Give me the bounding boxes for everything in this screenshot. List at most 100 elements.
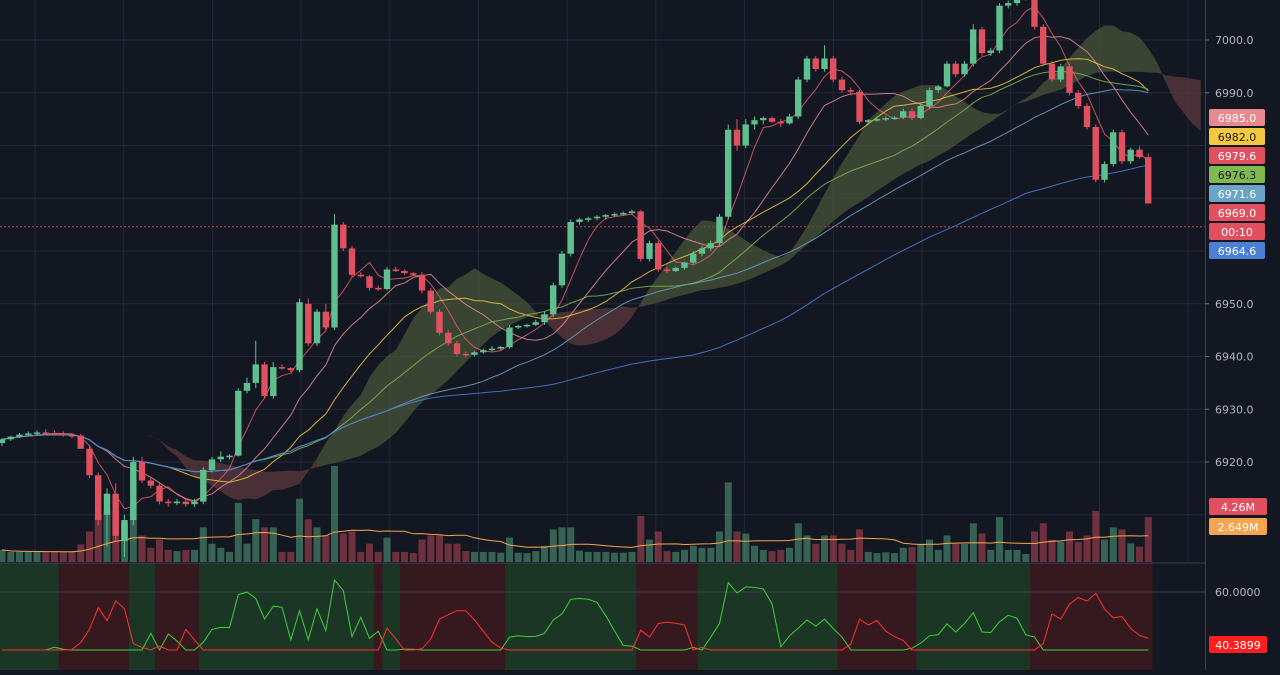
volume-bar (304, 519, 312, 562)
candle-bull (497, 347, 504, 349)
volume-bar (296, 498, 303, 562)
price-badge-box (1209, 223, 1265, 240)
candle-bear (357, 274, 364, 277)
candle-bull (602, 215, 609, 217)
price-badge: 6985.0 (1209, 109, 1265, 126)
candle-bear (51, 433, 58, 435)
volume-bar (339, 533, 347, 562)
axis-tick-label: 7000.0 (1215, 34, 1254, 47)
candle-bull (1110, 132, 1117, 164)
volume-bar (392, 551, 400, 562)
volume-label-text: 4.26M (1221, 501, 1255, 514)
volume-bar (51, 551, 58, 562)
volume-bar (462, 551, 470, 562)
candle-bull (786, 116, 793, 124)
oscillator-zone-bear (837, 563, 917, 670)
volume-bar (1092, 511, 1100, 562)
volume-bar (777, 549, 785, 562)
price-badge-label: 6964.6 (1218, 245, 1257, 258)
candle-bull (208, 459, 216, 470)
volume-bar (1127, 543, 1135, 562)
candle-bull (681, 262, 688, 268)
price-badge: 6969.0 (1209, 204, 1265, 221)
volume-bar (94, 515, 102, 562)
candle-bull (882, 118, 889, 120)
volume-bar (908, 547, 916, 562)
candle-bull (821, 58, 828, 69)
volume-bar (401, 551, 408, 562)
candle-bear (322, 311, 329, 328)
cloud-bear (159, 439, 317, 501)
volume-bar (558, 527, 566, 562)
candle-bull (217, 456, 224, 460)
candle-bear (278, 367, 286, 369)
candle-bull (558, 253, 566, 286)
volume-bar (829, 535, 837, 562)
volume-bar (873, 553, 881, 562)
price-badge-box (1209, 147, 1265, 164)
candle-bull (515, 325, 522, 328)
volume-label: 2.649M (1209, 518, 1267, 535)
candle-bull (970, 29, 977, 64)
candle-bear (1145, 157, 1152, 204)
candle-bull (611, 214, 618, 216)
axis-tick-label: 6940.0 (1215, 351, 1254, 364)
volume-bar (208, 543, 216, 562)
volume-bar (488, 551, 496, 562)
oscillator-line-positive (2, 578, 1149, 652)
price-badge-label: 6969.0 (1218, 207, 1257, 220)
volume-bar (322, 535, 330, 562)
ma-80 (1, 164, 1149, 473)
candle-bull (698, 248, 706, 254)
candle-bull (313, 311, 321, 344)
candle-bear (305, 303, 312, 344)
volume-bar (514, 552, 522, 562)
candle-bull (620, 213, 627, 215)
volume-bar (576, 550, 583, 562)
price-axis[interactable]: 7000.0 6990.0 6950.0 6940.0 6930.0 6920.0 6985… (1205, 0, 1280, 670)
price-badge: 6971.6 (1209, 185, 1265, 202)
oscillator-zone-bear (373, 563, 383, 670)
candle-bull (1057, 66, 1064, 80)
candle-bear (340, 224, 347, 249)
volume-ma-line (1, 529, 1149, 553)
volume-bar (654, 531, 662, 562)
candle-bull (742, 124, 749, 146)
candle-bull (226, 455, 233, 458)
candle-bull (961, 63, 968, 75)
volume-bar (1136, 546, 1143, 562)
candle-bull (725, 129, 732, 217)
candle-bear (847, 90, 854, 92)
volume-bar (164, 549, 172, 562)
candle-bull (383, 269, 391, 289)
candle-bear (655, 243, 662, 270)
candle-bear (445, 332, 452, 344)
candle-bear (60, 433, 67, 436)
candle-bull (331, 224, 338, 328)
candle-bear (147, 480, 154, 486)
oscillator-zone-bear (58, 563, 129, 670)
candle-bear (453, 343, 461, 354)
volume-bar (812, 543, 820, 562)
candle-bull (235, 390, 242, 456)
candle-bear (663, 269, 671, 272)
volume-bar (261, 527, 268, 562)
volume-bar (357, 551, 365, 562)
volume-bar (269, 527, 277, 562)
volume-bar (532, 551, 540, 562)
candle-bear (401, 271, 408, 274)
volume-bar (681, 549, 688, 562)
oscillator-zone-bull (198, 563, 374, 670)
volume-bar (252, 519, 260, 562)
candle-bull (865, 120, 872, 122)
volume-bar (934, 549, 942, 562)
candle-bull (0, 439, 6, 443)
volume-bar (243, 543, 251, 562)
candle-bear (138, 462, 146, 481)
volume-bar (637, 515, 645, 562)
candle-bear (112, 493, 119, 536)
volume-bar (497, 552, 505, 562)
